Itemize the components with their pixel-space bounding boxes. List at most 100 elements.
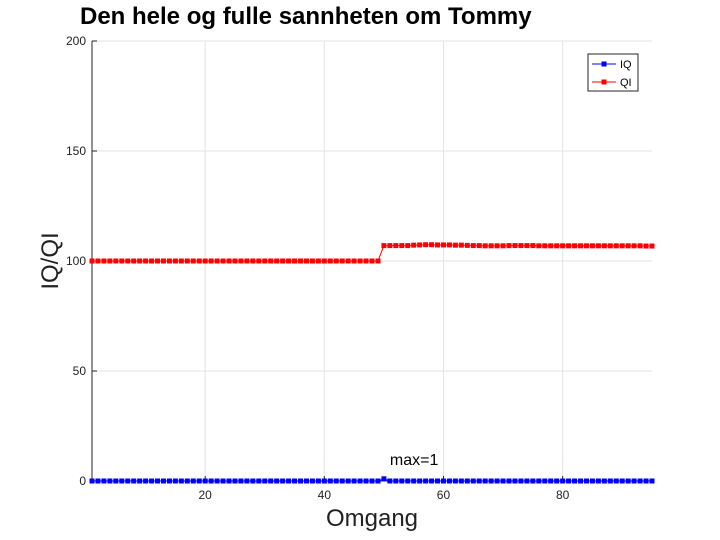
data-point-qi <box>339 258 345 264</box>
data-point-iq <box>649 478 655 484</box>
data-point-iq <box>232 478 238 484</box>
data-point-qi <box>500 243 506 249</box>
data-point-iq <box>458 478 464 484</box>
data-point-iq <box>452 478 458 484</box>
data-point-qi <box>262 258 268 264</box>
data-point-iq <box>417 478 423 484</box>
data-point-qi <box>357 258 363 264</box>
max-annotation: max=1 <box>390 452 439 469</box>
data-point-qi <box>113 258 119 264</box>
data-point-iq <box>315 478 321 484</box>
data-point-iq <box>339 478 345 484</box>
data-point-qi <box>256 258 262 264</box>
legend-box <box>587 53 639 92</box>
data-point-qi <box>196 258 202 264</box>
data-point-qi <box>423 242 429 248</box>
data-point-iq <box>518 478 524 484</box>
data-point-qi <box>464 242 470 248</box>
data-point-qi <box>530 243 536 249</box>
data-point-qi <box>625 243 631 249</box>
data-point-qi <box>494 243 500 249</box>
legend-marker-qi <box>601 79 607 85</box>
data-point-iq <box>369 478 375 484</box>
data-point-qi <box>512 243 518 249</box>
data-point-iq <box>250 478 256 484</box>
data-point-iq <box>637 478 643 484</box>
data-point-qi <box>452 242 458 248</box>
data-point-iq <box>160 478 166 484</box>
data-point-qi <box>333 258 339 264</box>
data-point-iq <box>488 478 494 484</box>
data-point-iq <box>280 478 286 484</box>
data-point-iq <box>548 478 554 484</box>
x-tick-label: 20 <box>199 488 213 502</box>
data-point-qi <box>607 243 613 249</box>
data-point-qi <box>536 243 542 249</box>
data-point-qi <box>250 258 256 264</box>
data-point-qi <box>292 258 298 264</box>
data-point-iq <box>351 478 357 484</box>
data-point-iq <box>482 478 488 484</box>
data-point-iq <box>149 478 155 484</box>
data-point-iq <box>387 478 393 484</box>
data-point-iq <box>166 478 172 484</box>
x-axis-label: Omgang <box>326 505 418 532</box>
x-tick-label: 40 <box>318 488 332 502</box>
data-point-iq <box>202 478 208 484</box>
data-point-qi <box>613 243 619 249</box>
data-point-qi <box>429 242 435 248</box>
data-point-qi <box>440 242 446 248</box>
data-point-iq <box>560 478 566 484</box>
data-point-iq <box>172 478 178 484</box>
data-point-qi <box>143 258 149 264</box>
data-point-qi <box>381 243 387 249</box>
data-point-iq <box>327 478 333 484</box>
data-point-qi <box>411 242 417 248</box>
data-point-iq <box>512 478 518 484</box>
data-point-iq <box>244 478 250 484</box>
data-point-iq <box>619 478 625 484</box>
data-point-iq <box>303 478 309 484</box>
data-point-iq <box>476 478 482 484</box>
data-point-iq <box>631 478 637 484</box>
data-point-iq <box>494 478 500 484</box>
data-point-qi <box>345 258 351 264</box>
data-point-iq <box>607 478 613 484</box>
data-point-qi <box>506 243 512 249</box>
data-point-iq <box>578 478 584 484</box>
data-point-iq <box>405 478 411 484</box>
data-point-iq <box>286 478 292 484</box>
data-point-iq <box>381 476 387 482</box>
data-point-iq <box>178 478 184 484</box>
data-point-qi <box>184 258 190 264</box>
data-point-qi <box>190 258 196 264</box>
data-point-iq <box>208 478 214 484</box>
data-point-qi <box>226 258 232 264</box>
data-point-iq <box>625 478 631 484</box>
data-point-qi <box>89 258 95 264</box>
data-point-iq <box>601 478 607 484</box>
data-point-iq <box>524 478 530 484</box>
data-point-qi <box>458 242 464 248</box>
data-point-iq <box>101 478 107 484</box>
data-point-iq <box>268 478 274 484</box>
data-point-qi <box>244 258 250 264</box>
data-point-qi <box>399 243 405 249</box>
data-point-iq <box>95 478 101 484</box>
data-point-iq <box>226 478 232 484</box>
data-point-qi <box>107 258 113 264</box>
data-point-qi <box>405 243 411 249</box>
data-point-iq <box>589 478 595 484</box>
x-tick-label: 80 <box>556 488 570 502</box>
data-point-qi <box>95 258 101 264</box>
data-point-iq <box>107 478 113 484</box>
data-point-iq <box>500 478 506 484</box>
data-point-qi <box>149 258 155 264</box>
data-point-iq <box>613 478 619 484</box>
data-point-iq <box>190 478 196 484</box>
data-point-qi <box>470 243 476 249</box>
data-point-iq <box>143 478 149 484</box>
data-point-qi <box>160 258 166 264</box>
data-point-qi <box>309 258 315 264</box>
data-point-qi <box>566 243 572 249</box>
